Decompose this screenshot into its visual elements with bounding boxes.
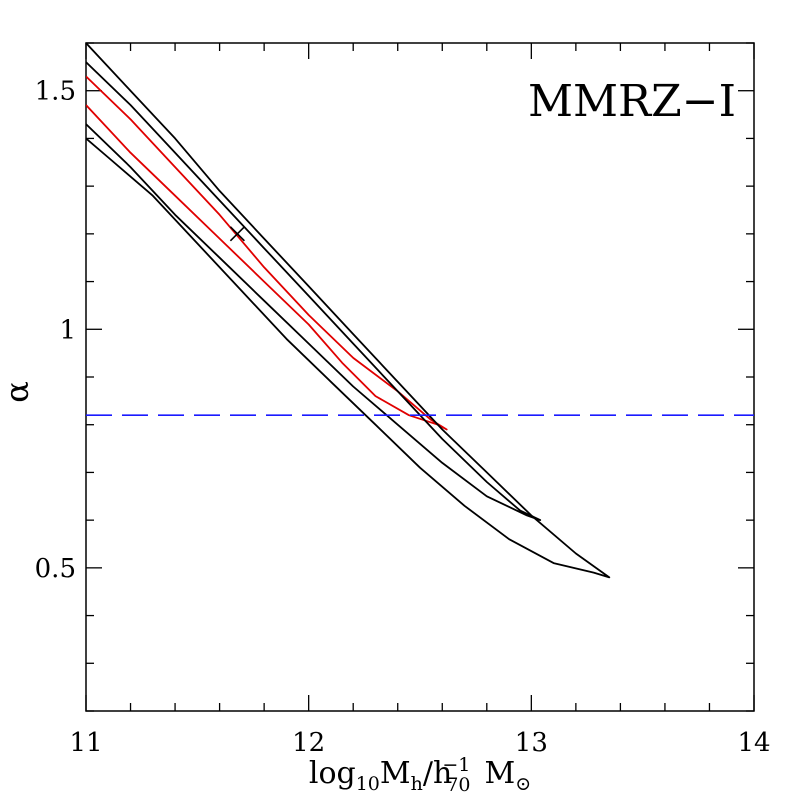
x-axis-title: log10Mh/h−1 70 M⊙ [309, 754, 531, 796]
x-tick-label: 13 [515, 728, 548, 758]
y-tick-label: 0.5 [35, 554, 76, 584]
y-tick-label: 1.5 [35, 77, 76, 107]
contour-3 [86, 43, 611, 579]
contour-1 [86, 75, 448, 431]
tick-labels: 11 12 13 14 0.5 1 1.5 [35, 77, 771, 758]
best-fit-layer [229, 226, 245, 242]
best-fit-marker [229, 226, 245, 242]
x-tick-label: 12 [292, 728, 325, 758]
plot-frame [85, 42, 755, 712]
series-layer [86, 43, 754, 579]
axis-ticks [85, 42, 755, 712]
x-tick-label: 14 [737, 728, 770, 758]
y-axis-title: α [0, 381, 36, 403]
y-tick-label: 1 [59, 315, 76, 345]
x-tick-label: 11 [69, 728, 102, 758]
panel-label: MMRZ−I [528, 76, 736, 127]
contour-2 [86, 61, 542, 521]
